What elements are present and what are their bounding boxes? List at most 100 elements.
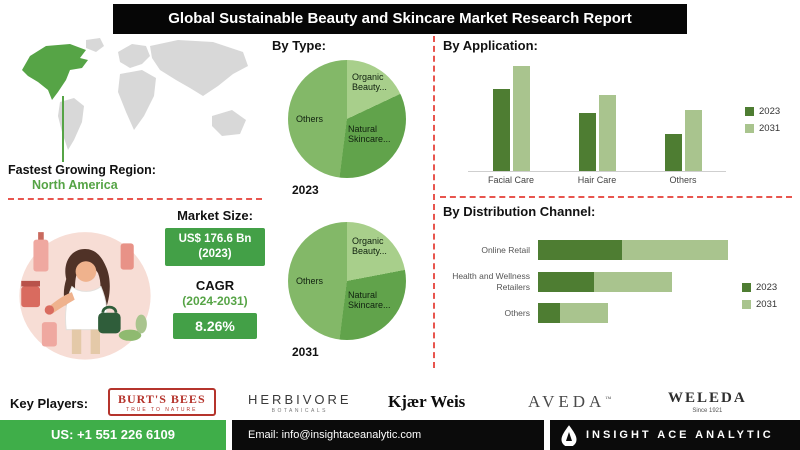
- logo-herbivore-name: HERBIVORE: [248, 392, 352, 407]
- logo-aveda-name: AVEDA: [528, 392, 606, 411]
- map-africa: [118, 70, 156, 130]
- cagr-period: (2024-2031): [182, 294, 248, 308]
- logo-weleda: WELEDA Since 1921: [668, 390, 747, 414]
- logo-aveda: AVEDA™: [528, 392, 615, 412]
- chart-baseline: [468, 171, 726, 172]
- pie-year-2023: 2023: [292, 183, 319, 197]
- pie-slice-label-natural: Natural Skincare...: [348, 290, 391, 311]
- region-pointer-line: [62, 96, 64, 162]
- fastest-region-value: North America: [32, 178, 118, 192]
- pie-slice-label-others: Others: [296, 114, 324, 124]
- bar-2031: [512, 66, 530, 171]
- hbar: [538, 303, 608, 324]
- insight-ace-logo-icon: [561, 425, 577, 446]
- bar-category-label: Hair Care: [577, 175, 617, 185]
- hbar-category-label: Online Retail: [481, 244, 530, 255]
- hbar-row: Others: [450, 303, 742, 324]
- map-north-america: [22, 44, 88, 100]
- legend-swatch-2023: [742, 283, 751, 292]
- legend-label-2031: 2031: [756, 299, 778, 310]
- fastest-region-label: Fastest Growing Region:: [8, 163, 156, 177]
- hbar-category-label: Health and Wellness Retailers: [452, 271, 530, 292]
- bar-2031: [598, 95, 616, 171]
- map-europe: [118, 44, 150, 68]
- by-distribution-title: By Distribution Channel:: [443, 204, 596, 219]
- legend-item-2023: 2023: [745, 106, 780, 117]
- brand-bar: INSIGHT ACE ANALYTIC: [550, 420, 800, 450]
- hbar-row: Health and Wellness Retailers: [450, 271, 742, 292]
- distribution-bar-rows: Online Retail Health and Wellness Retaile…: [450, 240, 742, 334]
- map-asia: [150, 40, 248, 96]
- bar-group: Hair Care: [559, 66, 635, 185]
- bar-2031: [684, 110, 702, 171]
- hbar: [538, 271, 673, 292]
- legend-label-2023: 2023: [759, 106, 781, 117]
- logo-herbivore: HERBIVORE BOTANICALS: [248, 392, 352, 414]
- logo-burts-bees-name: BURT'S BEES: [118, 392, 206, 406]
- hbar-segment-2023: [538, 271, 594, 292]
- hbar-segment-2031: [560, 303, 608, 324]
- map-australia: [212, 110, 246, 136]
- pie-slice-label-others: Others: [296, 276, 324, 286]
- hbar-segment-2023: [538, 240, 622, 260]
- application-legend: 2023 2031: [745, 106, 780, 140]
- page-title: Global Sustainable Beauty and Skincare M…: [113, 4, 687, 34]
- bar-category-label: Others: [669, 175, 697, 185]
- bar-2023: [664, 134, 682, 171]
- logo-burts-bees: BURT'S BEES TRUE TO NATURE: [108, 388, 216, 416]
- map-south-america: [58, 98, 84, 150]
- brand-name: INSIGHT ACE ANALYTIC: [586, 429, 774, 441]
- cagr-value-badge: 8.26%: [173, 313, 257, 339]
- legend-item-2031: 2031: [745, 123, 780, 134]
- key-players-label: Key Players:: [10, 396, 89, 411]
- pie-slice-label-natural: Natural Skincare...: [348, 124, 391, 145]
- pie-slice-label-organic: Organic Beauty...: [352, 236, 387, 257]
- phone-contact[interactable]: US: +1 551 226 6109: [0, 420, 226, 450]
- hbar-segment-2031: [594, 271, 673, 292]
- application-bar-chart: Facial Care Hair Care Others: [468, 66, 726, 190]
- vertical-dashed-divider: [433, 36, 435, 368]
- logo-aveda-tm: ™: [605, 396, 616, 403]
- bar-2023: [578, 113, 596, 171]
- hbar-category-label: Others: [504, 307, 530, 318]
- legend-item-2023: 2023: [742, 282, 777, 293]
- woman-illustration-svg: [19, 232, 151, 360]
- hbar-row: Online Retail: [450, 240, 742, 260]
- pie-chart-2023: Organic Beauty... Natural Skincare... Ot…: [288, 60, 406, 178]
- bar-pair: [578, 66, 616, 171]
- legend-item-2031: 2031: [742, 299, 777, 310]
- legend-swatch-2031: [745, 124, 754, 133]
- woman-illustration: [10, 218, 160, 370]
- logo-burts-bees-tagline: TRUE TO NATURE: [126, 407, 198, 413]
- market-size-value-badge: US$ 176.6 Bn (2023): [165, 228, 265, 266]
- email-contact[interactable]: Email: info@insightaceanalytic.com: [232, 420, 544, 450]
- left-dashed-divider: [8, 198, 262, 200]
- distribution-legend: 2023 2031: [742, 282, 777, 316]
- bar-category-label: Facial Care: [487, 175, 534, 185]
- map-greenland: [86, 38, 104, 52]
- world-map: [8, 36, 260, 160]
- world-map-svg: [22, 38, 248, 150]
- bar-pair: [492, 66, 530, 171]
- right-dashed-divider: [440, 196, 792, 198]
- pie-year-2031: 2031: [292, 345, 319, 359]
- logo-herbivore-tagline: BOTANICALS: [271, 408, 328, 414]
- bar-2023: [492, 89, 510, 171]
- legend-swatch-2031: [742, 300, 751, 309]
- by-type-title: By Type:: [272, 38, 326, 53]
- cagr-label: CAGR: [195, 278, 235, 293]
- application-bar-groups: Facial Care Hair Care Others: [468, 66, 726, 185]
- pie-slice-label-organic: Organic Beauty...: [352, 72, 387, 93]
- hbar-segment-2023: [538, 303, 561, 324]
- hbar-segment-2031: [622, 240, 729, 260]
- legend-swatch-2023: [745, 107, 754, 116]
- hbar: [538, 240, 729, 260]
- logo-kjaer-weis: Kjær Weis: [388, 392, 466, 411]
- logo-weleda-tagline: Since 1921: [692, 408, 723, 414]
- by-application-title: By Application:: [443, 38, 538, 53]
- legend-label-2031: 2031: [759, 123, 781, 134]
- bar-group: Others: [645, 66, 721, 185]
- pie-chart-2031: Organic Beauty... Natural Skincare... Ot…: [288, 222, 406, 340]
- bar-pair: [664, 66, 702, 171]
